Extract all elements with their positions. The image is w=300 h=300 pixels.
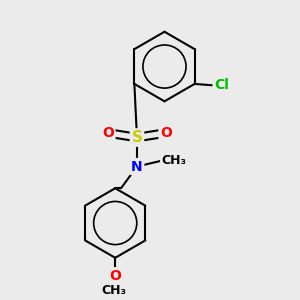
Text: Cl: Cl: [214, 78, 229, 92]
Text: O: O: [102, 126, 114, 140]
Text: O: O: [160, 126, 172, 140]
Text: O: O: [109, 269, 121, 283]
Text: N: N: [131, 160, 143, 173]
Text: CH₃: CH₃: [161, 154, 186, 167]
Text: S: S: [131, 130, 142, 145]
Text: CH₃: CH₃: [101, 284, 126, 297]
